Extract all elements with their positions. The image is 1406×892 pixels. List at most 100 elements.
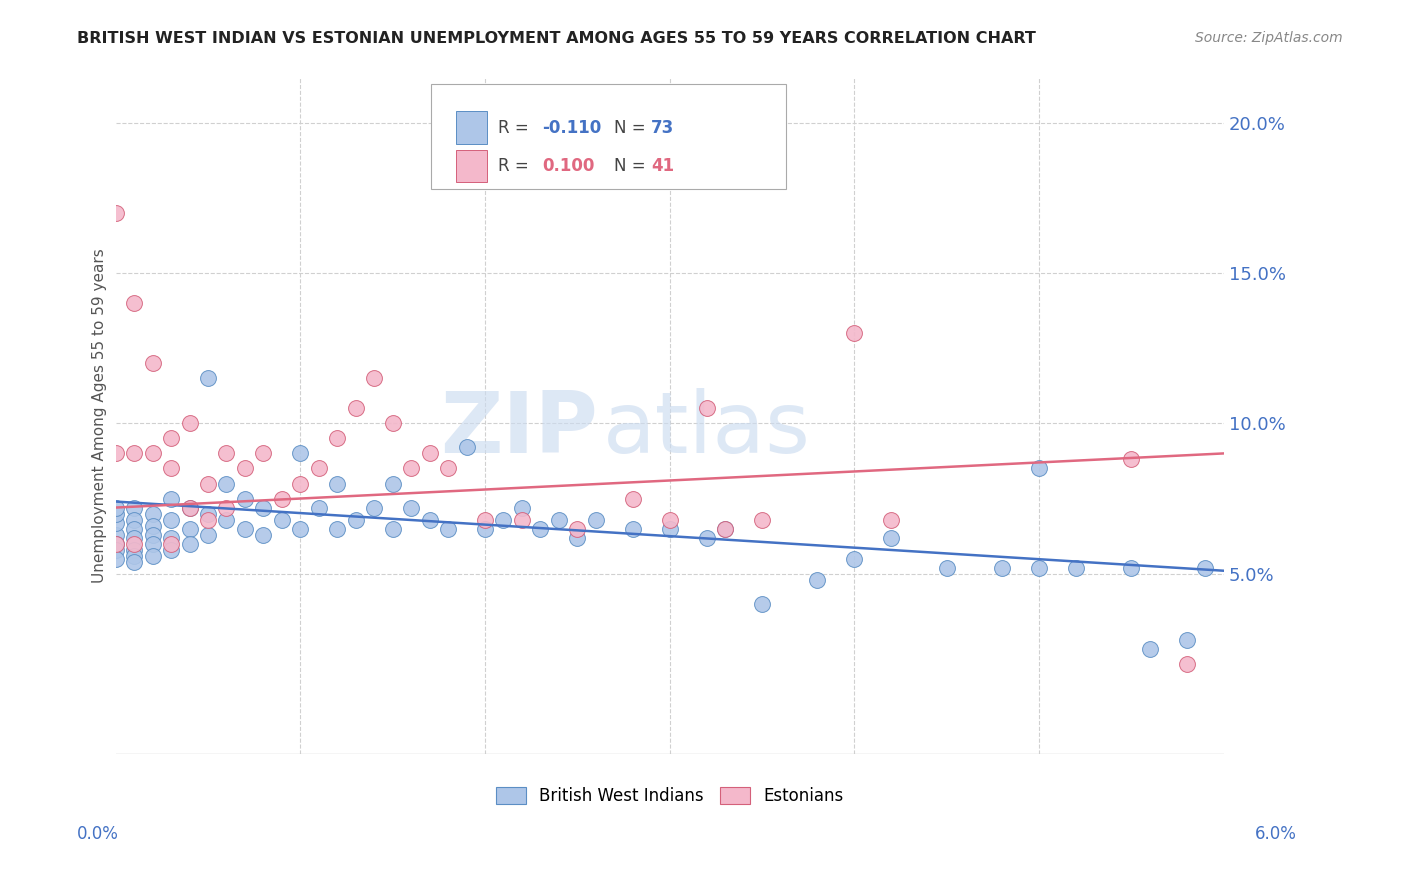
Point bbox=[935, 560, 957, 574]
Point bbox=[122, 513, 145, 527]
Point bbox=[363, 500, 385, 515]
Point bbox=[252, 446, 274, 460]
Point bbox=[1028, 461, 1050, 475]
Point bbox=[179, 536, 201, 550]
Point bbox=[510, 513, 533, 527]
Point bbox=[160, 461, 183, 475]
Point bbox=[160, 536, 183, 550]
Text: 6.0%: 6.0% bbox=[1254, 825, 1296, 843]
Text: R =: R = bbox=[498, 119, 534, 136]
Point bbox=[197, 476, 219, 491]
Point bbox=[529, 522, 551, 536]
Point bbox=[160, 531, 183, 545]
Point bbox=[1194, 560, 1216, 574]
Point bbox=[197, 513, 219, 527]
Point bbox=[363, 371, 385, 385]
Point bbox=[197, 507, 219, 521]
Point bbox=[142, 527, 165, 541]
Point bbox=[122, 522, 145, 536]
Y-axis label: Unemployment Among Ages 55 to 59 years: Unemployment Among Ages 55 to 59 years bbox=[93, 249, 107, 583]
Point bbox=[880, 531, 903, 545]
Point bbox=[437, 522, 460, 536]
Point bbox=[122, 536, 145, 550]
Point bbox=[142, 507, 165, 521]
Text: 41: 41 bbox=[651, 157, 673, 175]
Point bbox=[179, 522, 201, 536]
Point bbox=[104, 536, 127, 550]
Point bbox=[122, 555, 145, 569]
Point bbox=[215, 500, 238, 515]
Point bbox=[381, 476, 404, 491]
Point bbox=[344, 401, 367, 416]
Text: 73: 73 bbox=[651, 119, 673, 136]
Point bbox=[880, 513, 903, 527]
Point bbox=[179, 500, 201, 515]
Point bbox=[658, 513, 681, 527]
Point bbox=[751, 597, 773, 611]
Point bbox=[1121, 560, 1143, 574]
Point bbox=[122, 446, 145, 460]
Point bbox=[290, 446, 312, 460]
Point bbox=[419, 446, 441, 460]
Point bbox=[179, 500, 201, 515]
Point bbox=[696, 531, 718, 545]
Point bbox=[381, 522, 404, 536]
Point bbox=[621, 522, 644, 536]
Point bbox=[122, 500, 145, 515]
Point bbox=[215, 446, 238, 460]
Point bbox=[510, 500, 533, 515]
Point bbox=[399, 500, 422, 515]
FancyBboxPatch shape bbox=[432, 84, 786, 189]
Point bbox=[567, 531, 589, 545]
Point bbox=[160, 491, 183, 506]
Point bbox=[197, 527, 219, 541]
Point bbox=[233, 491, 256, 506]
Point bbox=[344, 513, 367, 527]
Point bbox=[270, 513, 292, 527]
Point bbox=[197, 371, 219, 385]
Point bbox=[474, 522, 496, 536]
Point bbox=[104, 536, 127, 550]
Point bbox=[104, 542, 127, 557]
Point bbox=[492, 513, 515, 527]
Point bbox=[142, 549, 165, 563]
Point bbox=[326, 522, 349, 536]
Text: Source: ZipAtlas.com: Source: ZipAtlas.com bbox=[1195, 31, 1343, 45]
Point bbox=[1139, 642, 1161, 657]
Point bbox=[1175, 657, 1198, 671]
Point bbox=[104, 516, 127, 530]
Point bbox=[179, 417, 201, 431]
Point bbox=[160, 513, 183, 527]
Point bbox=[844, 326, 866, 340]
Point bbox=[547, 513, 569, 527]
Point bbox=[991, 560, 1014, 574]
Text: R =: R = bbox=[498, 157, 534, 175]
Point bbox=[160, 431, 183, 445]
Text: 0.100: 0.100 bbox=[543, 157, 595, 175]
Point bbox=[585, 513, 607, 527]
Point bbox=[252, 500, 274, 515]
Point bbox=[122, 542, 145, 557]
Text: 0.0%: 0.0% bbox=[77, 825, 120, 843]
Point bbox=[104, 500, 127, 515]
Point bbox=[381, 417, 404, 431]
Point bbox=[1121, 452, 1143, 467]
Point bbox=[142, 446, 165, 460]
Text: N =: N = bbox=[614, 157, 651, 175]
Point bbox=[1175, 632, 1198, 647]
Point bbox=[290, 522, 312, 536]
Point bbox=[233, 522, 256, 536]
Point bbox=[567, 522, 589, 536]
Point bbox=[1064, 560, 1087, 574]
FancyBboxPatch shape bbox=[456, 112, 486, 144]
Point bbox=[399, 461, 422, 475]
Point bbox=[714, 522, 737, 536]
Point bbox=[437, 461, 460, 475]
Point bbox=[252, 527, 274, 541]
Point bbox=[104, 527, 127, 541]
FancyBboxPatch shape bbox=[456, 150, 486, 182]
Point bbox=[326, 476, 349, 491]
Point bbox=[290, 476, 312, 491]
Point bbox=[104, 206, 127, 220]
Point bbox=[751, 513, 773, 527]
